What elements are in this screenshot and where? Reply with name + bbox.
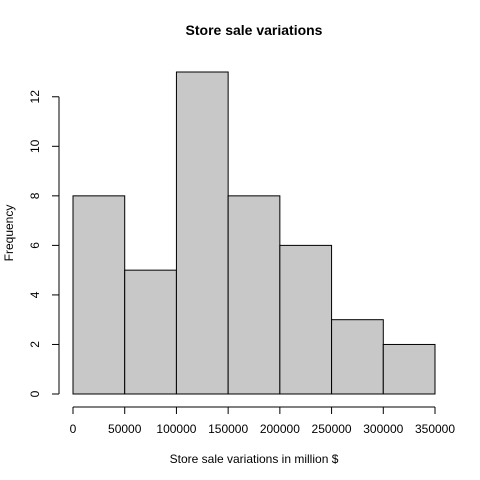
x-axis: 0 50000 100000 150000 200000 250000 300000 3500… [70,406,455,436]
histogram-bar [331,319,384,395]
y-axis: 0 2 4 6 8 10 12 [28,90,60,397]
y-tick-label: 4 [28,291,42,298]
x-tick-label: 350000 [415,422,455,436]
histogram-bar [124,269,177,395]
x-tick-label: 0 [70,422,77,436]
y-tick-label: 10 [28,139,42,153]
chart-title: Store sale variations [186,22,323,38]
histogram-bar [175,71,229,395]
histogram-bar [279,244,333,395]
x-axis-label: Store sale variations in million $ [170,452,339,466]
y-tick-label: 8 [28,192,42,199]
histogram-bar [382,343,436,395]
y-tick-label: 12 [28,90,42,104]
y-axis-label: Frequency [2,205,16,262]
y-tick-label: 2 [28,341,42,348]
y-tick-label: 0 [28,390,42,397]
y-tick-label: 6 [28,242,42,249]
x-tick-label: 100000 [156,422,196,436]
x-tick-label: 300000 [363,422,403,436]
x-tick-label: 200000 [260,422,300,436]
histogram-bar [227,195,281,395]
histogram-bar [72,195,126,395]
x-tick-label: 50000 [108,422,142,436]
bars-group [72,71,436,395]
x-tick-label: 250000 [312,422,352,436]
x-tick-label: 150000 [208,422,248,436]
